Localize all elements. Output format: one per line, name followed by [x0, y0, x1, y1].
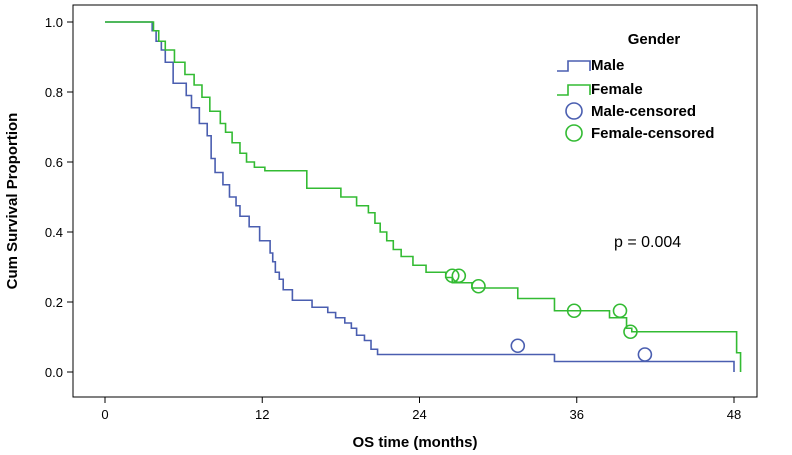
series-layer — [105, 21, 742, 372]
y-tick-label: 0.0 — [45, 365, 63, 380]
x-axis-title: OS time (months) — [352, 434, 477, 451]
censor-mark-male — [510, 338, 526, 354]
x-tick-label: 12 — [255, 407, 269, 422]
p-value-annotation: p = 0.004 — [614, 234, 681, 251]
x-tick-label: 24 — [412, 407, 426, 422]
legend-circle-glyph — [565, 124, 583, 142]
plot-frame — [72, 4, 758, 398]
x-tick-label: 36 — [570, 407, 584, 422]
legend-entry-label: Male — [591, 57, 624, 74]
censor-mark-female — [471, 278, 486, 294]
y-tick-label: 0.2 — [45, 295, 63, 310]
legend-line-glyph — [557, 60, 591, 72]
censor-mark-female — [623, 324, 638, 340]
censor-mark-female — [566, 303, 582, 319]
y-tick-label: 0.4 — [45, 225, 63, 240]
x-tick-label: 48 — [727, 407, 741, 422]
series-line-male — [105, 21, 735, 372]
y-tick-label: 0.6 — [45, 155, 63, 170]
legend-title: Gender — [628, 31, 681, 48]
legend-items: Male Female Male-censored Female-censored — [557, 57, 714, 142]
x-tick-label: 0 — [101, 407, 108, 422]
axes: 0 12 24 36 48 0.0 0.2 0.4 0.6 0.8 1.0 — [45, 4, 758, 422]
y-axis-title: Cum Survival Proportion — [4, 113, 21, 290]
legend-line-glyph — [557, 84, 591, 96]
legend: Gender Male Female Male-censored Female-cen… — [557, 31, 714, 142]
legend-entry-label: Female — [591, 81, 643, 98]
censor-mark-female — [444, 268, 460, 284]
series-line-female — [105, 21, 742, 372]
censor-mark-female — [451, 268, 467, 284]
legend-circle-glyph — [565, 102, 583, 120]
legend-entry-label: Male-censored — [591, 103, 696, 120]
censor-mark-female — [612, 303, 628, 319]
censor-mark-male — [637, 347, 653, 362]
y-tick-label: 0.8 — [45, 85, 63, 100]
legend-entry-label: Female-censored — [591, 125, 714, 142]
y-tick-label: 1.0 — [45, 15, 63, 30]
